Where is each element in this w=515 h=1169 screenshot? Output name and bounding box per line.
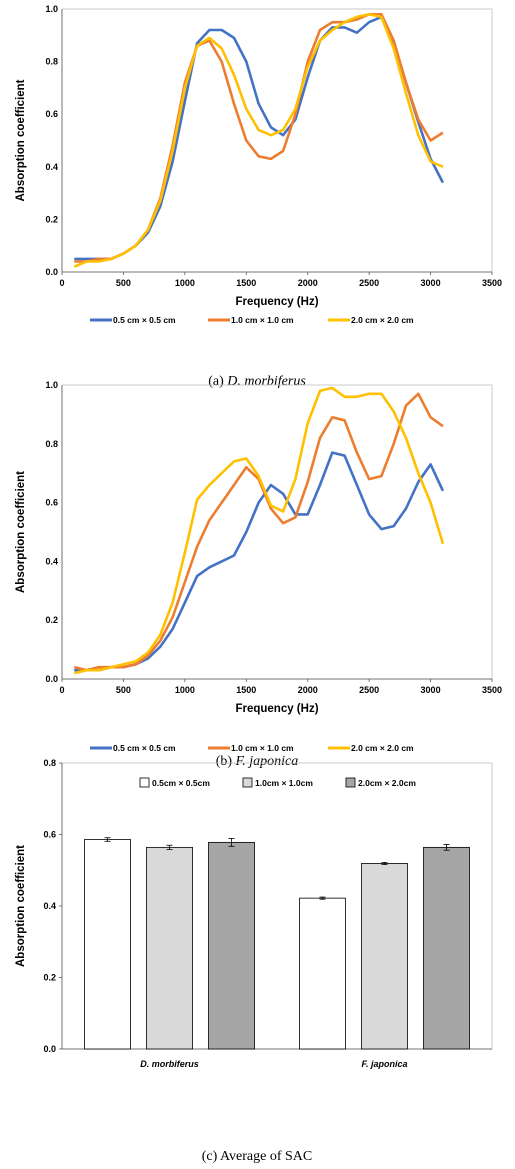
caption-c: (c) Average of SAC xyxy=(202,1149,313,1164)
bar-1-1 xyxy=(84,839,131,1050)
y-tick-label: 0.4 xyxy=(45,162,58,172)
series-line-1 xyxy=(74,451,445,672)
bar-3-1 xyxy=(208,841,255,1050)
category-label-1: D. morbiferus xyxy=(140,1059,199,1069)
x-axis-title: Frequency (Hz) xyxy=(235,703,318,715)
y-axis-title: Absorption coefficient xyxy=(15,79,27,201)
series-line-2 xyxy=(74,13,444,263)
x-tick-label: 2500 xyxy=(359,278,379,288)
chart-b-line: 0.0 0.2 0.4 0.6 0.8 1.0 0 500 1000 1500 2000 2500 30… xyxy=(15,380,502,753)
series-line-2 xyxy=(73,392,444,672)
x-tick-label: 1000 xyxy=(175,278,195,288)
y-tick-label: 0.8 xyxy=(45,439,58,449)
y-tick-label: 0.2 xyxy=(45,615,58,625)
x-tick-label: 0 xyxy=(59,278,64,288)
y-tick-label: 0.4 xyxy=(43,901,56,911)
legend-label-2: 1.0 cm × 1.0 cm xyxy=(231,743,294,753)
legend-label-1: 0.5 cm × 0.5 cm xyxy=(113,743,176,753)
legend-label-2: 1.0 cm × 1.0 cm xyxy=(231,315,294,325)
legend-label-1: 0.5 cm × 0.5 cm xyxy=(113,315,176,325)
caption-prefix: (a) xyxy=(208,374,227,389)
legend-label-2: 1.0cm × 1.0cm xyxy=(255,778,313,788)
caption-text: F. japonica xyxy=(235,754,299,769)
series-line-3 xyxy=(73,13,444,268)
y-tick-label: 0.0 xyxy=(45,267,58,277)
bar-1-2 xyxy=(299,897,346,1050)
y-tick-label: 0.6 xyxy=(45,109,58,119)
legend-label-1: 0.5cm × 0.5cm xyxy=(152,778,210,788)
y-tick-label: 0.6 xyxy=(45,498,58,508)
x-tick-label: 2000 xyxy=(298,685,318,695)
plot-frame xyxy=(61,384,493,680)
legend-swatch-1 xyxy=(139,777,150,788)
x-tick-label: 3000 xyxy=(421,685,441,695)
y-tick-label: 0.6 xyxy=(43,830,56,840)
y-tick-label: 0.8 xyxy=(45,57,58,67)
series-line-3 xyxy=(74,386,445,675)
y-tick-label: 0.2 xyxy=(45,214,58,224)
legend-swatch-3 xyxy=(345,777,356,788)
y-axis-title: Absorption coefficient xyxy=(15,845,27,967)
caption-text: D. morbiferus xyxy=(226,374,306,389)
y-tick-label: 1.0 xyxy=(45,4,58,14)
series-line-1 xyxy=(74,15,445,261)
legend-label-3: 2.0 cm × 2.0 cm xyxy=(351,315,414,325)
bar-2-2 xyxy=(361,863,408,1050)
x-tick-label: 3000 xyxy=(421,278,441,288)
x-tick-label: 1000 xyxy=(175,685,195,695)
legend-label-3: 2.0cm × 2.0cm xyxy=(358,778,416,788)
legend-swatch-2 xyxy=(242,777,253,788)
y-tick-label: 1.0 xyxy=(45,380,58,390)
y-tick-label: 0.2 xyxy=(43,973,56,983)
x-tick-label: 500 xyxy=(116,278,131,288)
caption-prefix: (c) xyxy=(202,1149,220,1164)
bar-2-1 xyxy=(146,846,193,1050)
x-tick-label: 3500 xyxy=(482,685,502,695)
x-tick-label: 2000 xyxy=(298,278,318,288)
x-tick-label: 0 xyxy=(59,685,64,695)
x-axis-title: Frequency (Hz) xyxy=(235,296,318,308)
x-tick-label: 1500 xyxy=(236,685,256,695)
category-label-2: F. japonica xyxy=(361,1059,407,1069)
caption-b: (b) F. japonica xyxy=(216,754,299,769)
y-tick-label: 0.4 xyxy=(45,556,58,566)
y-axis-title: Absorption coefficient xyxy=(15,471,27,593)
caption-text: Average of SAC xyxy=(220,1149,312,1164)
chart-a-line: 0.0 0.2 0.4 0.6 0.8 1.0 0 500 1000 1500 2000 2500 30… xyxy=(15,4,502,325)
y-tick-label: 0.0 xyxy=(45,674,58,684)
x-tick-label: 3500 xyxy=(482,278,502,288)
x-tick-label: 2500 xyxy=(359,685,379,695)
caption-a: (a) D. morbiferus xyxy=(208,374,306,389)
caption-prefix: (b) xyxy=(216,754,236,769)
legend-label-3: 2.0 cm × 2.0 cm xyxy=(351,743,414,753)
y-tick-label: 0.8 xyxy=(43,758,56,768)
x-tick-label: 1500 xyxy=(236,278,256,288)
bar-3-2 xyxy=(423,846,470,1050)
x-tick-label: 500 xyxy=(116,685,131,695)
y-tick-label: 0.0 xyxy=(43,1044,56,1054)
plot-frame xyxy=(61,8,493,273)
chart-c-bar: 0.0 0.2 0.4 0.6 0.8 Absorption coefficient D. … xyxy=(15,758,493,1069)
